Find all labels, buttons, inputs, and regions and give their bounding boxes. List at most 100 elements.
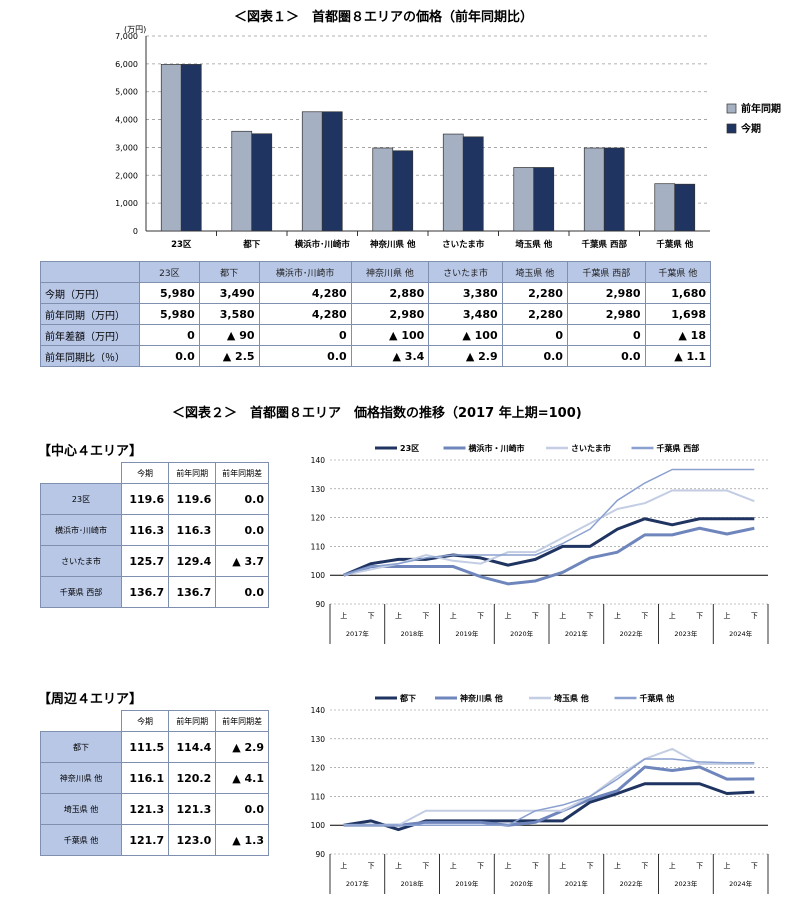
y-tick-label: 7,000 bbox=[115, 32, 138, 41]
half-label: 上 bbox=[504, 861, 511, 870]
half-label: 下 bbox=[751, 612, 758, 620]
cell: 0.0 bbox=[215, 514, 269, 546]
cell: 2,280 bbox=[501, 282, 568, 304]
bar-current bbox=[180, 64, 202, 232]
half-label: 上 bbox=[504, 611, 511, 620]
legend-label: 23区 bbox=[400, 444, 419, 453]
center-index-table: 今期 前年同期 前年同期差 23区 119.6 119.6 0.0 横浜市･川崎… bbox=[40, 462, 269, 608]
bar-current bbox=[674, 183, 696, 232]
cell: 129.4 bbox=[168, 545, 217, 577]
y-tick-label: 110 bbox=[311, 542, 326, 551]
half-label: 上 bbox=[450, 611, 457, 620]
row-label: さいたま市 bbox=[40, 545, 122, 577]
x-category-label: 神奈川県 他 bbox=[370, 239, 416, 250]
y-tick-label: 0 bbox=[133, 227, 138, 236]
half-label: 上 bbox=[723, 611, 730, 620]
legend-swatch bbox=[726, 123, 737, 134]
row-label: 23区 bbox=[40, 483, 122, 515]
half-label: 下 bbox=[477, 862, 484, 870]
legend-label: 神奈川県 他 bbox=[460, 693, 503, 703]
bar-prior bbox=[160, 64, 182, 232]
legend-label: 千葉県 西部 bbox=[657, 443, 700, 453]
section-title-outer: 【周辺４エリア】 bbox=[38, 692, 143, 707]
figure2-title: ＜図表２＞ 首都圏８エリア 価格指数の推移（2017 年上期=100) bbox=[172, 406, 582, 421]
y-tick-label: 2,000 bbox=[115, 171, 138, 180]
col-header: さいたま市 bbox=[428, 261, 503, 283]
col-header: 前年同期差 bbox=[215, 462, 269, 484]
bar-prior bbox=[442, 133, 464, 232]
table-row: 今期（万円） 5,980 3,490 4,280 2,880 3,380 2,2… bbox=[40, 282, 712, 304]
cell: 0 bbox=[258, 324, 352, 346]
row-label: 都下 bbox=[40, 731, 122, 763]
y-tick-label: 110 bbox=[311, 792, 326, 801]
bar-prior bbox=[372, 147, 394, 232]
cell: 116.3 bbox=[168, 514, 217, 546]
cell: 1,698 bbox=[644, 303, 712, 325]
half-label: 上 bbox=[559, 611, 566, 620]
cell: 119.6 bbox=[168, 483, 217, 515]
cell: 121.7 bbox=[120, 824, 170, 856]
corner-cell bbox=[40, 462, 122, 484]
row-label: 埼玉県 他 bbox=[40, 793, 122, 825]
cell: 2,280 bbox=[501, 303, 568, 325]
cell: 0.0 bbox=[215, 483, 269, 515]
row-label: 千葉県 西部 bbox=[40, 576, 122, 608]
section-title-center: 【中心４エリア】 bbox=[38, 444, 143, 459]
table-row: さいたま市 125.7 129.4 ▲ 3.7 bbox=[40, 545, 269, 577]
cell: 136.7 bbox=[168, 576, 217, 608]
half-label: 下 bbox=[641, 862, 648, 870]
cell: 1,680 bbox=[644, 282, 712, 304]
cell: ▲ 2.5 bbox=[198, 345, 260, 367]
half-label: 上 bbox=[395, 861, 402, 870]
cell: ▲ 3.7 bbox=[215, 545, 269, 577]
y-tick-label: 130 bbox=[311, 485, 326, 494]
legend-label: 横浜市・川崎市 bbox=[469, 443, 525, 453]
year-label: 2023年 bbox=[674, 629, 698, 638]
year-label: 2017年 bbox=[346, 879, 370, 888]
half-label: 上 bbox=[340, 861, 347, 870]
col-header: 今期 bbox=[120, 710, 170, 732]
half-label: 上 bbox=[395, 611, 402, 620]
year-label: 2018年 bbox=[401, 629, 425, 638]
y-tick-label: 100 bbox=[311, 571, 326, 580]
year-label: 2017年 bbox=[346, 629, 370, 638]
legend-label: 都下 bbox=[399, 693, 416, 703]
cell: 114.4 bbox=[168, 731, 217, 763]
year-label: 2024年 bbox=[729, 879, 753, 888]
row-label: 横浜市･川崎市 bbox=[40, 514, 122, 546]
x-category-label: 23区 bbox=[171, 240, 192, 250]
bar-current bbox=[603, 147, 625, 232]
half-label: 下 bbox=[368, 612, 375, 620]
year-label: 2018年 bbox=[401, 879, 425, 888]
cell: 120.2 bbox=[168, 762, 217, 794]
half-label: 下 bbox=[696, 612, 703, 620]
bar-prior bbox=[301, 111, 323, 232]
cell: 0.0 bbox=[258, 345, 352, 367]
cell: 125.7 bbox=[120, 545, 170, 577]
cell: 0 bbox=[501, 324, 568, 346]
cell: 121.3 bbox=[120, 793, 170, 825]
series-line bbox=[343, 747, 755, 827]
series-line bbox=[343, 489, 755, 577]
half-label: 上 bbox=[669, 861, 676, 870]
y-tick-label: 140 bbox=[311, 706, 326, 715]
cell: 5,980 bbox=[139, 282, 200, 304]
cell: 0.0 bbox=[139, 345, 200, 367]
row-label: 神奈川県 他 bbox=[40, 762, 122, 794]
year-label: 2023年 bbox=[674, 879, 698, 888]
y-tick-label: 120 bbox=[311, 764, 326, 773]
row-label: 千葉県 他 bbox=[40, 824, 122, 856]
cell: 3,380 bbox=[428, 282, 503, 304]
cell: 121.3 bbox=[168, 793, 217, 825]
bar-current bbox=[533, 167, 555, 232]
cell: 5,980 bbox=[139, 303, 200, 325]
cell: 2,980 bbox=[350, 303, 430, 325]
legend-label: 千葉県 他 bbox=[640, 693, 675, 703]
table-row: 埼玉県 他 121.3 121.3 0.0 bbox=[40, 793, 269, 825]
series-line bbox=[343, 758, 755, 826]
year-label: 2019年 bbox=[455, 629, 479, 638]
half-label: 下 bbox=[477, 612, 484, 620]
cell: 0 bbox=[566, 324, 646, 346]
col-header: 埼玉県 他 bbox=[501, 261, 568, 283]
